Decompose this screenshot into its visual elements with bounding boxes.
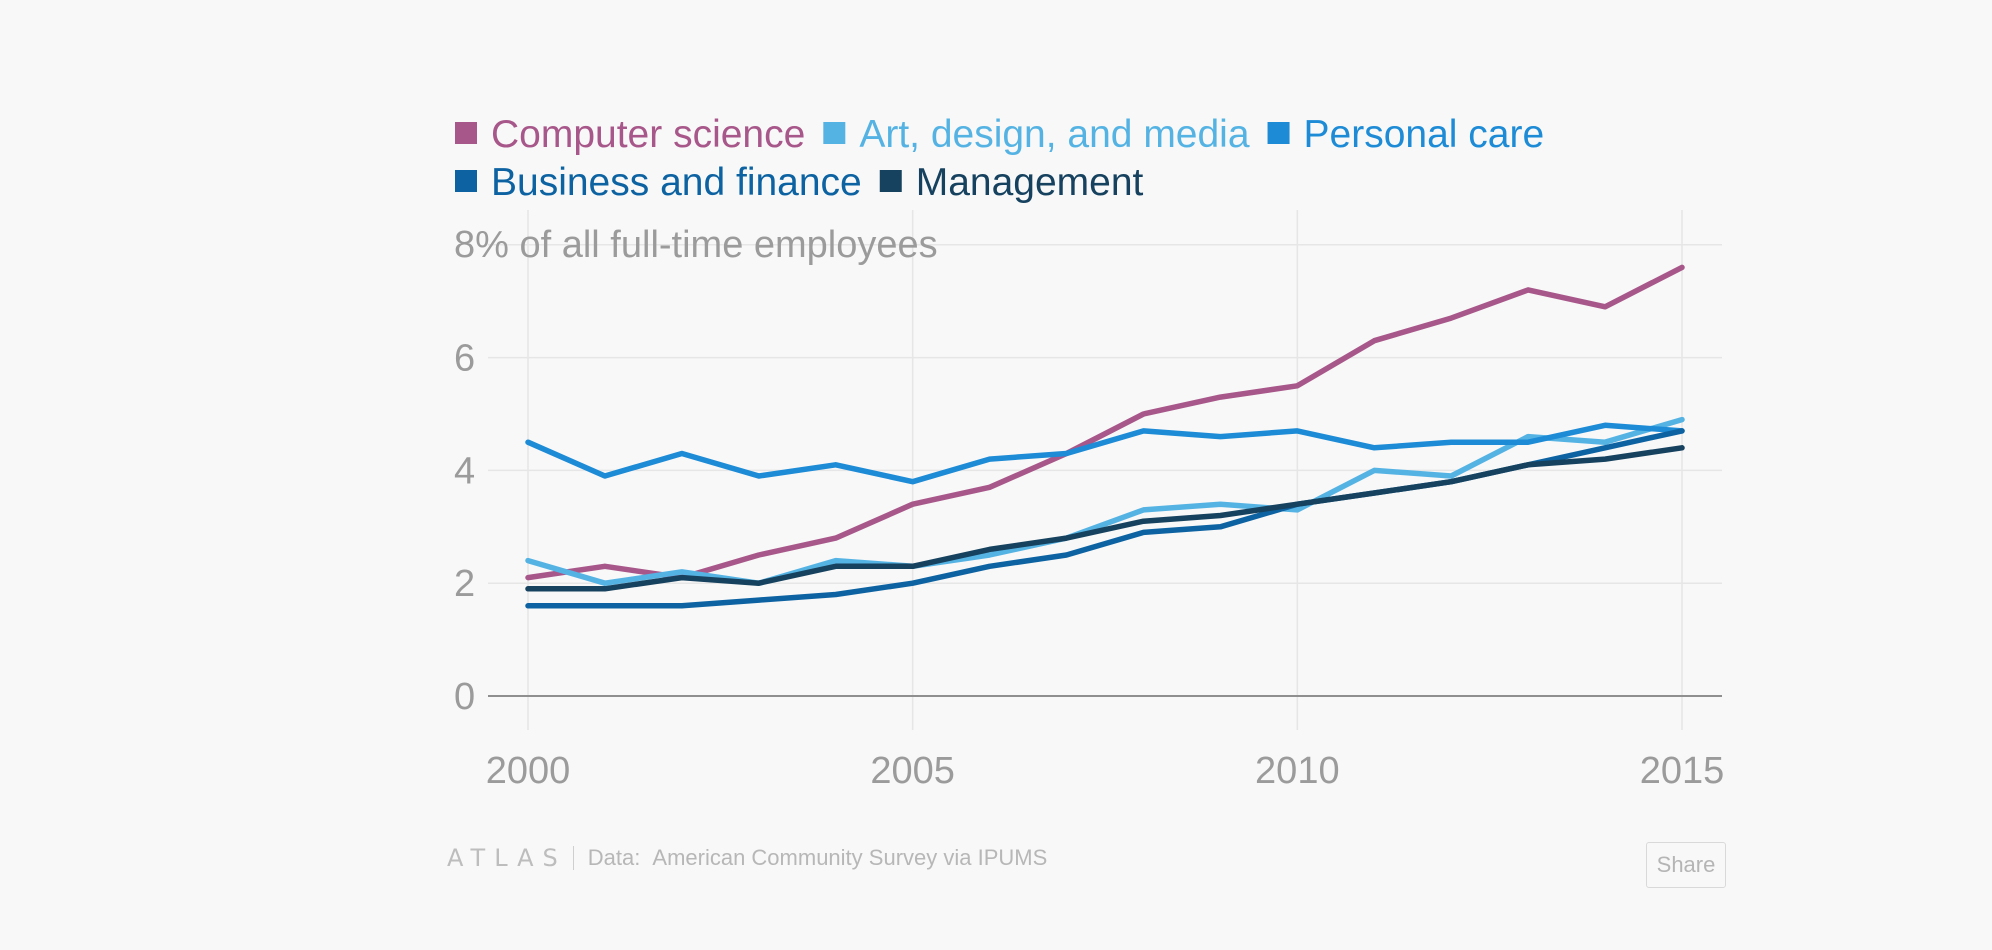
y-axis-top-label: 8% of all full-time employees (454, 224, 938, 266)
x-tick-label: 2000 (486, 750, 571, 792)
legend-label: Management (916, 161, 1144, 204)
chart-series-lines (525, 264, 1685, 609)
legend-label: Computer science (491, 113, 805, 156)
legend-swatch (1267, 122, 1290, 144)
chart-legend: Computer science Art, design, and media Pe… (455, 113, 1544, 204)
atlas-logo[interactable]: ATLAS (447, 844, 567, 872)
legend-swatch (823, 122, 846, 144)
chart-grid (488, 210, 1722, 730)
legend-label: Art, design, and media (859, 113, 1250, 156)
y-tick-label: 4 (454, 450, 475, 492)
y-tick-label: 2 (454, 563, 475, 605)
legend-label: Business and finance (491, 161, 862, 204)
y-tick-label: 6 (454, 338, 475, 380)
share-button[interactable]: Share (1646, 842, 1726, 888)
source-label: Data: (587, 845, 641, 870)
series-line-2 (525, 416, 1685, 586)
chart-axes: 0 2 4 6 2000 2005 2010 2015 (454, 338, 1724, 792)
series-line-3 (525, 422, 1685, 485)
x-tick-label: 2005 (870, 750, 955, 792)
source-text: American Community Survey via IPUMS (652, 845, 1048, 870)
chart-footer: ATLAS Data: American Community Survey vi… (447, 844, 1047, 872)
legend-swatch (455, 170, 477, 192)
x-tick-label: 2015 (1640, 750, 1725, 792)
series-line-5 (525, 445, 1685, 592)
x-tick-label: 2010 (1255, 750, 1340, 792)
series-line-1 (525, 264, 1685, 581)
legend-label: Personal care (1304, 113, 1545, 156)
legend-swatch (879, 170, 902, 192)
y-tick-label: 0 (454, 676, 475, 718)
legend-swatch (455, 122, 477, 144)
footer-divider (572, 846, 574, 870)
